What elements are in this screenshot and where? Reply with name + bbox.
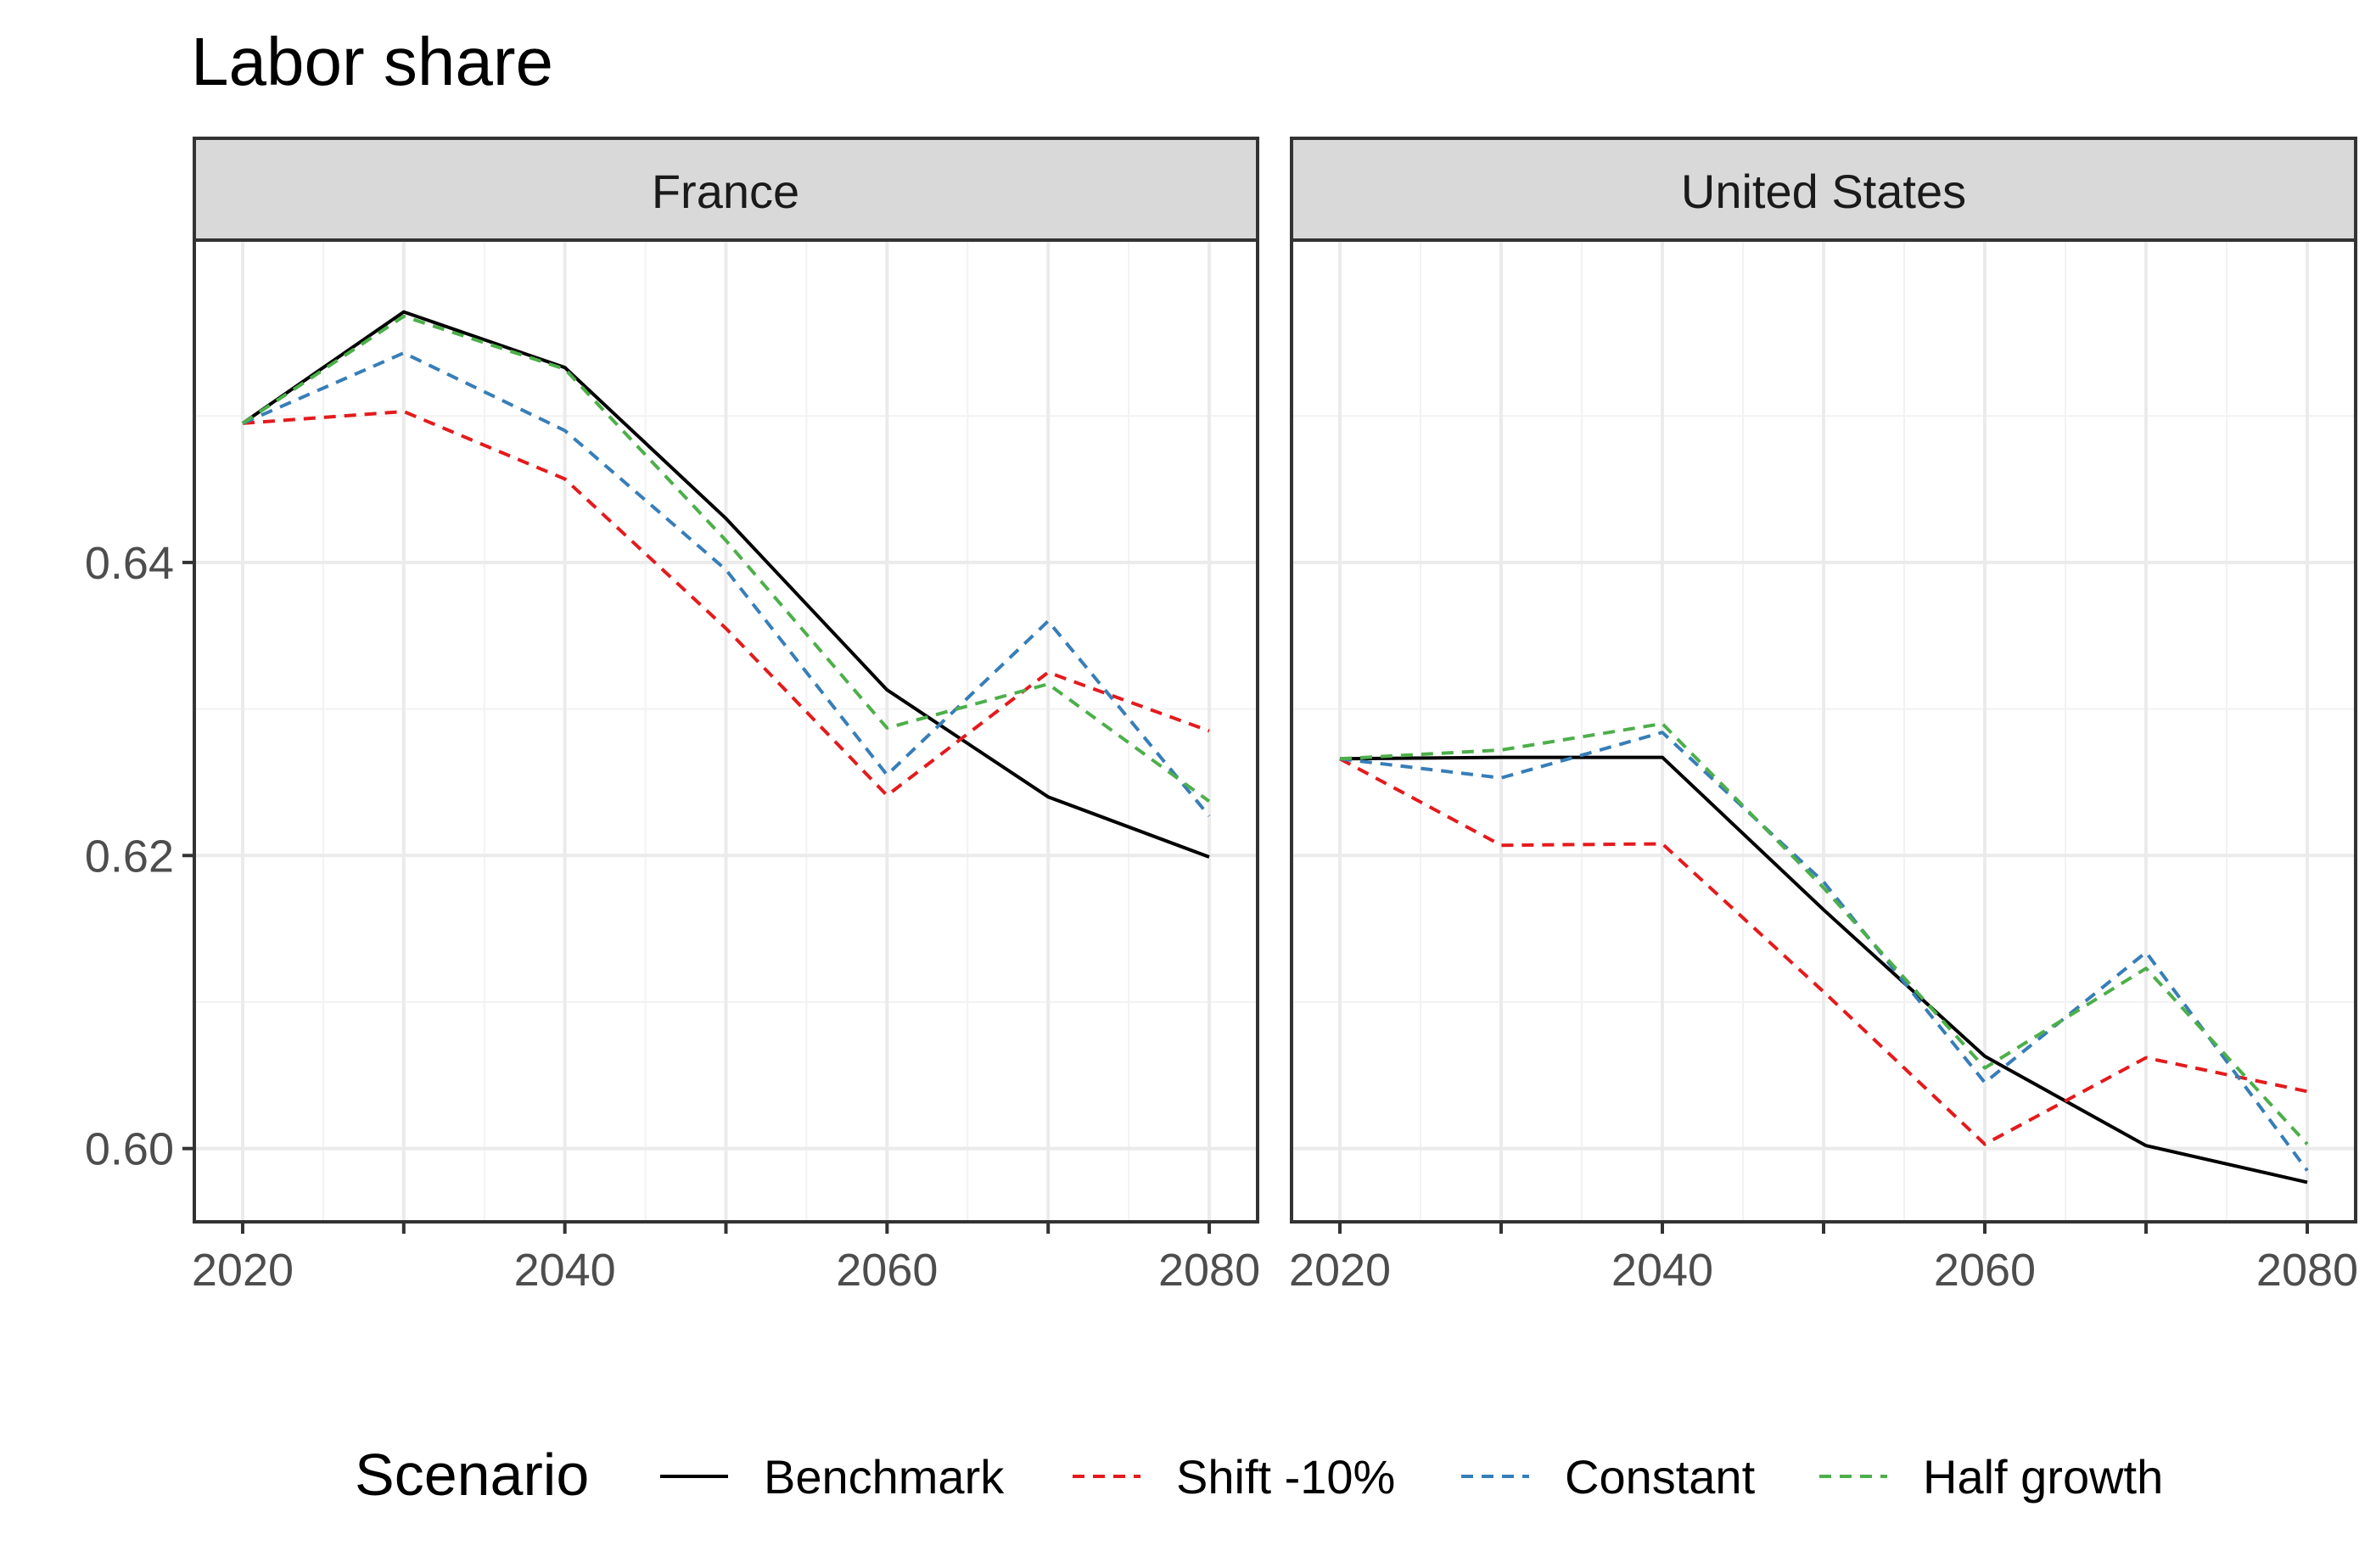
facet-strip-label-france: France [652,165,799,218]
legend-label-half-growth: Half growth [1923,1450,2163,1504]
x-axis-united-states: 2020 2040 2060 2080 [1289,1222,2358,1296]
x-tick-label-france: 2060 [836,1245,938,1296]
grid-lines-france [194,240,1258,1222]
legend: Scenario Benchmark Shift -10% Constant Half… [355,1442,2163,1508]
facet-panel-france: France 0.60 0.62 0.64 2020 2040 2060 2080 [85,137,1260,1296]
grid-lines-united-states [1292,240,2356,1222]
x-tick-label-united-states: 2040 [1611,1245,1713,1296]
x-tick-label-france: 2040 [514,1245,616,1296]
series-lines-united-states [1339,721,2309,1184]
x-tick-label-united-states: 2020 [1289,1245,1391,1296]
x-axis-france: 2020 2040 2060 2080 [192,1222,1260,1296]
facet-panel-united-states: United States 2020 2040 2060 2080 [1289,137,2358,1296]
facet-strip-france [193,137,1259,242]
y-tick-label: 0.64 [85,538,174,589]
y-tick-label: 0.60 [85,1124,174,1175]
x-tick-label-united-states: 2060 [1934,1245,2036,1296]
x-tick-label-france: 2080 [1158,1245,1260,1296]
y-tick-label: 0.62 [85,831,174,882]
legend-title: Scenario [355,1442,589,1508]
series-line-shift-10-france [242,410,1210,798]
series-lines-france [241,310,1211,859]
legend-label-benchmark: Benchmark [764,1450,1005,1504]
x-tick-label-france: 2020 [192,1245,294,1296]
legend-label-constant: Constant [1565,1450,1756,1504]
series-line-shift-10-united-states [1339,757,2308,1146]
legend-items: Benchmark Shift -10% Constant Half growth [660,1450,2163,1504]
chart-title: Labor share [191,24,553,99]
series-line-half-growth-united-states [1339,721,2309,1145]
y-axis-france: 0.60 0.62 0.64 [85,538,194,1175]
x-tick-label-united-states: 2080 [2256,1245,2358,1296]
facet-strip-label-united-states: United States [1681,165,1966,218]
series-line-benchmark-united-states [1339,755,2308,1184]
series-line-half-growth-france [241,314,1211,804]
legend-label-shift-10: Shift -10% [1176,1450,1395,1504]
series-line-benchmark-france [241,310,1210,859]
